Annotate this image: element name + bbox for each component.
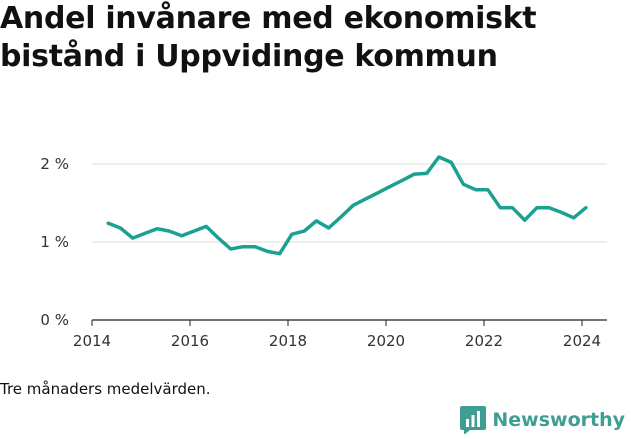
brand-name: Newsworthy [492, 409, 625, 431]
chart-title-line-1: Andel invånare med ekonomiskt [0, 1, 537, 36]
x-tick-label: 2014 [73, 332, 111, 350]
y-tick-label: 0 % [40, 311, 69, 329]
x-tick-label: 2016 [171, 332, 209, 350]
y-tick-label: 1 % [40, 233, 69, 251]
line-chart: 0 % 1 % 2 % 2014 2016 2018 2020 2022 2024 [40, 155, 607, 350]
grid-lines [92, 163, 607, 321]
brand-logo: Newsworthy [460, 406, 625, 434]
y-tick-label: 2 % [40, 155, 69, 173]
chart-title-line-2: bistånd i Uppvidinge kommun [0, 39, 498, 74]
axes: 0 % 1 % 2 % 2014 2016 2018 2020 2022 2024 [40, 155, 601, 350]
x-tick-label: 2024 [563, 332, 601, 350]
chart-title: Andel invånare med ekonomiskt bistånd i … [0, 0, 631, 76]
footnote: Tre månaders medelvärden. [0, 380, 211, 398]
x-tick-label: 2018 [269, 332, 307, 350]
series-line [106, 155, 588, 256]
x-tick-label: 2020 [367, 332, 405, 350]
bar-chart-icon [460, 406, 487, 434]
series-layer [106, 155, 588, 256]
x-tick-label: 2022 [465, 332, 503, 350]
